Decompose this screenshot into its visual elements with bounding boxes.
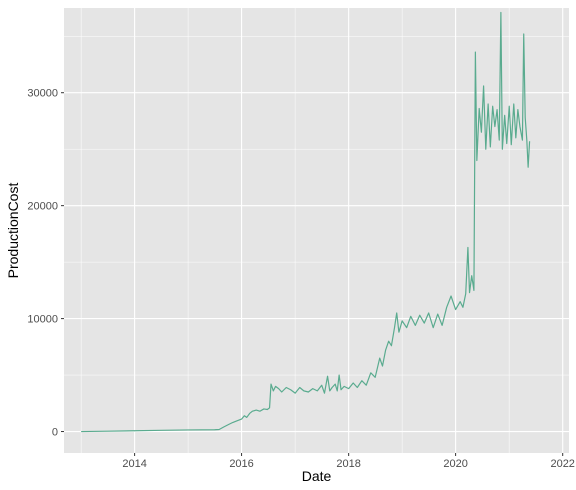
y-axis-title: ProductionCost	[5, 183, 21, 279]
x-tick-label: 2014	[122, 458, 146, 470]
y-axis: 0 10000 20000 30000	[27, 88, 64, 439]
series-layer	[81, 11, 531, 433]
y-tick-label: 20000	[27, 201, 58, 213]
x-tick-label: 2016	[229, 458, 253, 470]
y-tick-label: 10000	[27, 314, 58, 326]
plot-panel	[64, 8, 569, 453]
y-tick-label: 30000	[27, 88, 58, 100]
x-axis: 2014 2016 2018 2020 2022	[122, 453, 575, 470]
y-tick-label: 0	[52, 427, 58, 439]
grid-minor	[64, 8, 569, 453]
x-tick-label: 2022	[550, 458, 574, 470]
x-axis-title: Date	[302, 468, 332, 484]
x-tick-label: 2018	[336, 458, 360, 470]
grid-major	[64, 8, 569, 453]
series-line	[81, 11, 531, 433]
x-tick-label: 2020	[443, 458, 467, 470]
